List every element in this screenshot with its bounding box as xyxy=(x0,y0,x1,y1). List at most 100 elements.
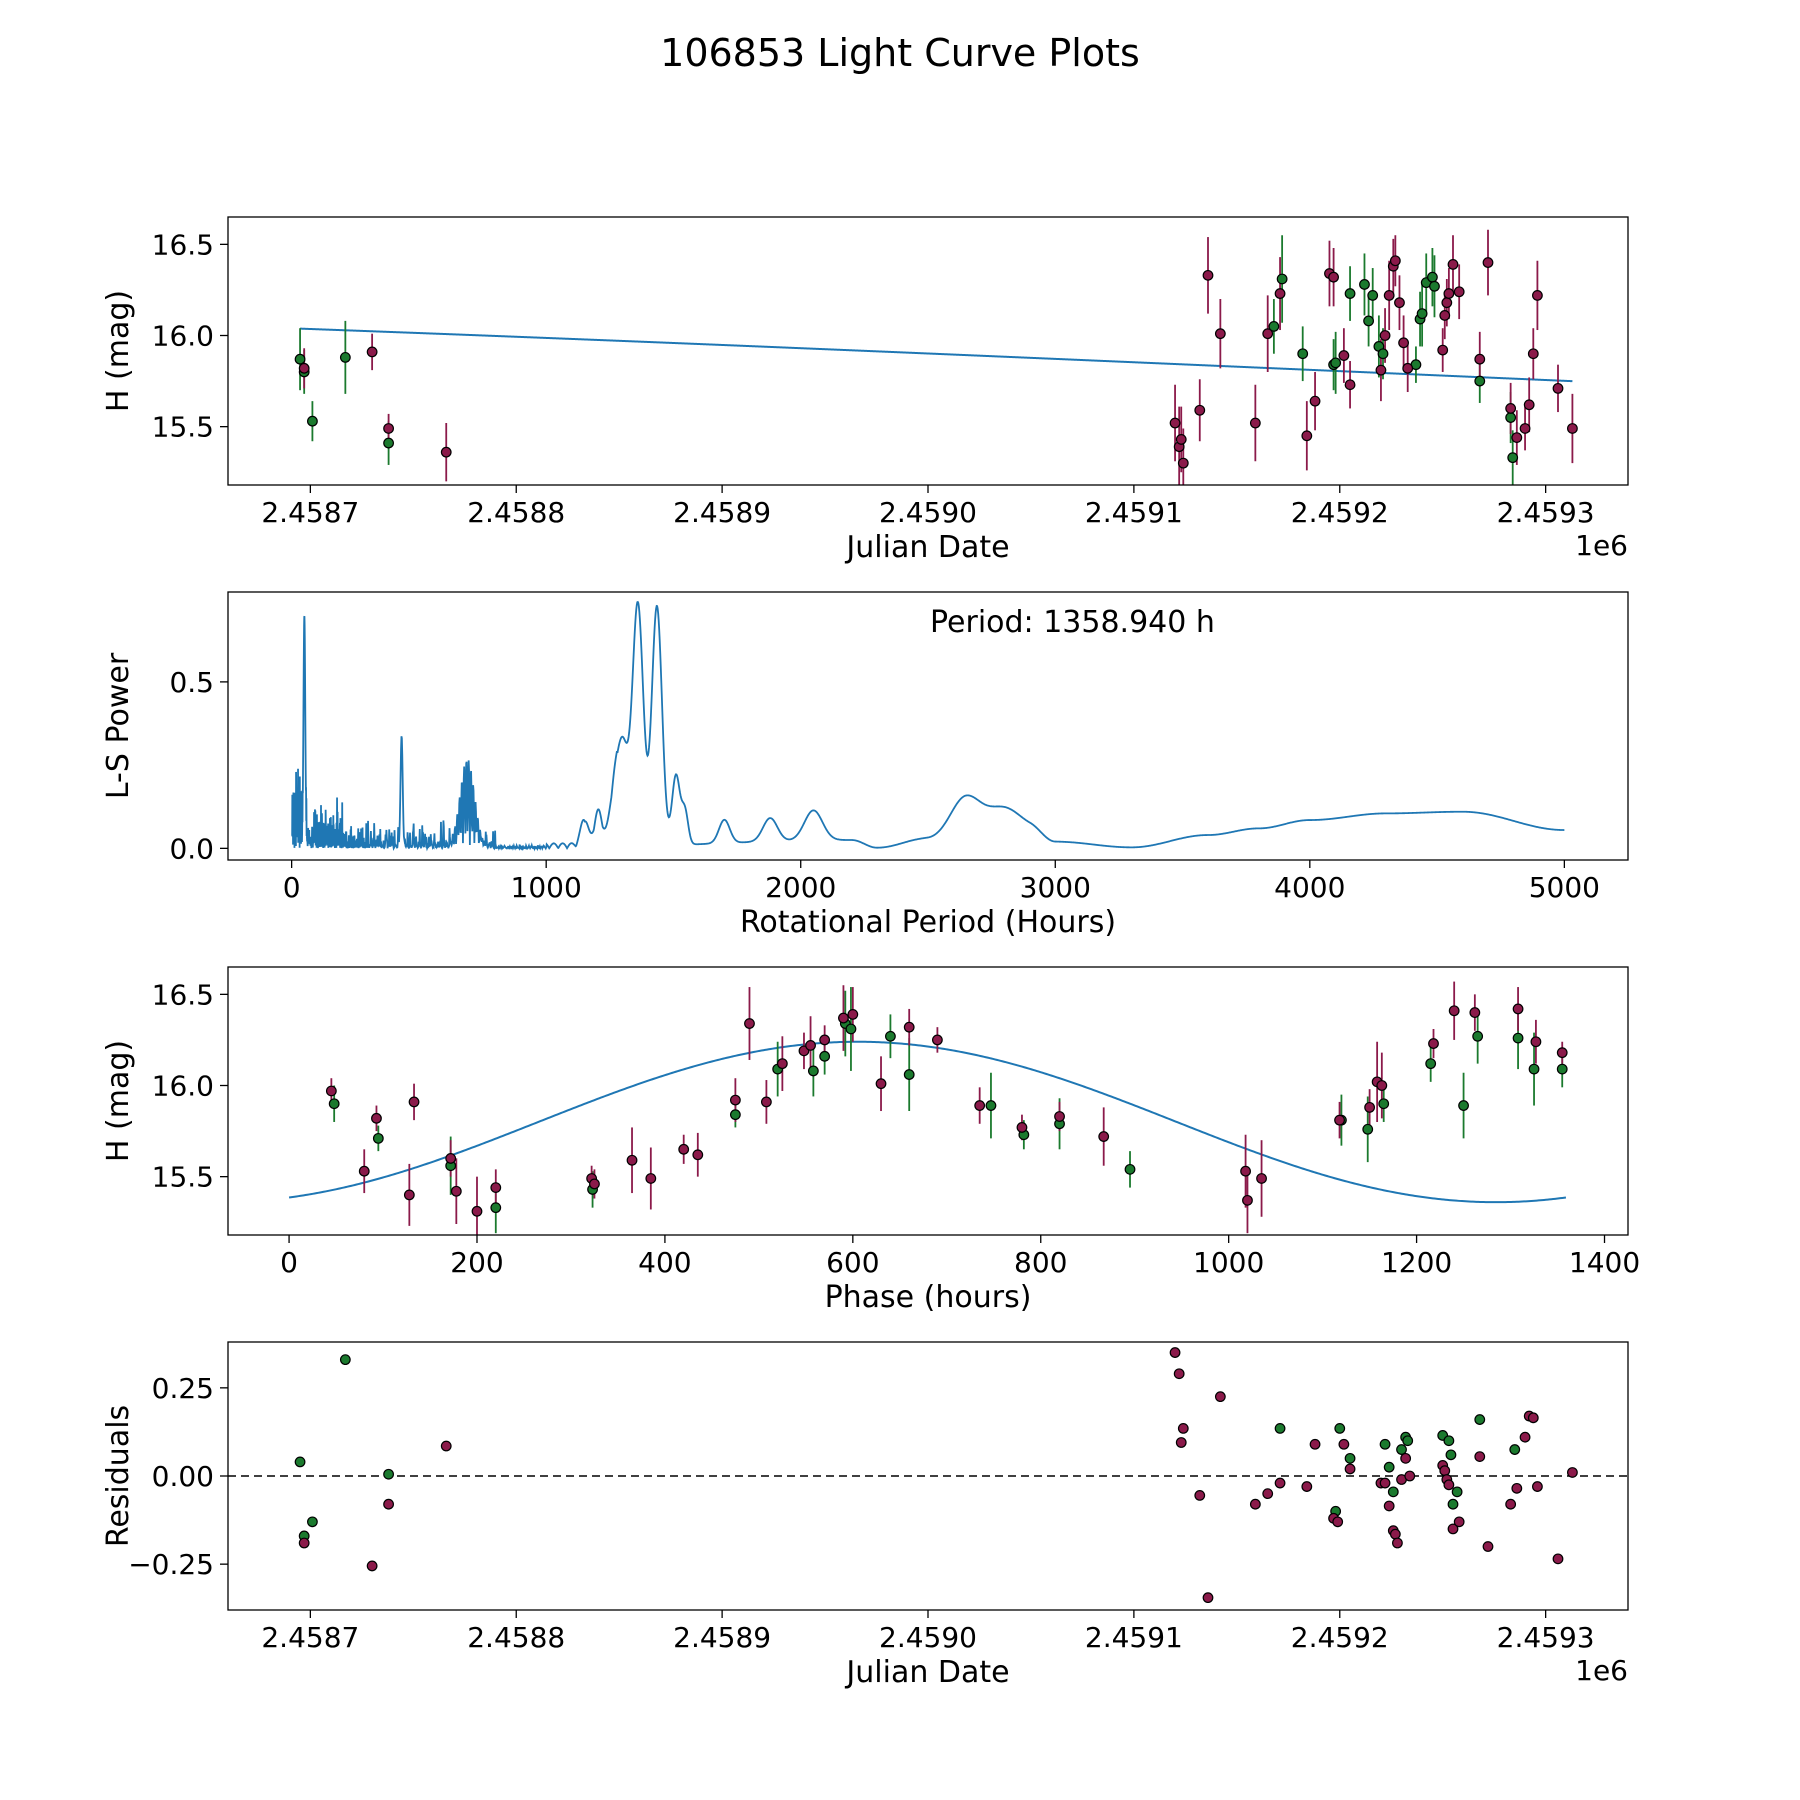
residual-point-r xyxy=(383,1498,394,1510)
residual-point-g xyxy=(307,1516,318,1528)
x-tick-label: 1000 xyxy=(511,871,582,904)
data-point-r xyxy=(1389,255,1401,267)
y-tick-label: 15.5 xyxy=(152,1161,214,1194)
x-tick-label: 2.4588 xyxy=(467,1621,565,1654)
data-point-r xyxy=(805,1039,816,1051)
model-curve xyxy=(288,1040,1567,1204)
y-tick-label: 15.5 xyxy=(152,411,214,444)
data-point-g xyxy=(1363,315,1374,327)
data-point-r xyxy=(371,1112,382,1124)
residual-point-r xyxy=(1439,1465,1451,1477)
data-point-r xyxy=(1512,1003,1524,1015)
data-point-r xyxy=(383,423,394,434)
x-tick-label: 600 xyxy=(826,1246,879,1279)
y-tick-label: 0.25 xyxy=(152,1372,214,1405)
data-point-r xyxy=(1511,432,1523,443)
residual-point-g xyxy=(1379,1438,1391,1450)
x-tick-label: 2.4589 xyxy=(673,496,771,529)
figure-title: 106853 Light Curve Plots xyxy=(660,31,1140,75)
y-tick-label: 16.0 xyxy=(152,1070,214,1103)
data-point-r xyxy=(875,1078,887,1090)
residual-point-g xyxy=(1383,1461,1395,1473)
data-point-r xyxy=(1214,328,1226,340)
data-point-r xyxy=(1376,1080,1388,1091)
x-tick-label: 2.4593 xyxy=(1497,496,1595,529)
data-point-r xyxy=(1364,1101,1376,1113)
data-point-r xyxy=(403,1189,415,1201)
x-tick-label: 3000 xyxy=(1020,871,1091,904)
y-axis-label: Residuals xyxy=(101,1405,136,1547)
x-axis-label: Phase (hours) xyxy=(825,1280,1032,1315)
data-point-g xyxy=(1362,1123,1374,1135)
data-point-r xyxy=(692,1149,704,1161)
x-axis-label: Julian Date xyxy=(844,530,1009,565)
data-point-g xyxy=(1416,308,1428,320)
residual-point-r xyxy=(1214,1391,1226,1403)
data-point-g xyxy=(383,437,394,449)
data-point-g xyxy=(1367,289,1379,301)
data-point-r xyxy=(931,1034,943,1046)
residual-point-g xyxy=(1445,1449,1457,1461)
residual-point-g xyxy=(1443,1435,1455,1447)
residual-point-r xyxy=(1389,1528,1401,1540)
data-point-r xyxy=(1262,328,1274,340)
data-point-g xyxy=(845,1023,857,1035)
x-tick-label: 2.4589 xyxy=(673,1621,771,1654)
data-point-r xyxy=(1175,434,1187,445)
residual-point-g xyxy=(1396,1444,1407,1455)
residual-point-g xyxy=(1344,1452,1356,1464)
data-point-r xyxy=(838,1012,849,1024)
data-point-r xyxy=(1532,289,1543,301)
data-point-r xyxy=(819,1034,831,1046)
residual-point-r xyxy=(1169,1347,1181,1358)
data-point-r xyxy=(1474,353,1486,365)
x-tick-label: 2.4587 xyxy=(261,496,359,529)
x-axis-label: Rotational Period (Hours) xyxy=(740,905,1116,940)
residual-point-g xyxy=(1451,1486,1463,1498)
residual-point-g xyxy=(1447,1498,1459,1510)
data-point-g xyxy=(307,415,318,427)
residual-point-r xyxy=(1249,1498,1261,1510)
data-point-r xyxy=(1527,348,1539,360)
axes-frame xyxy=(227,1341,1629,1611)
y-tick-label: 16.5 xyxy=(152,228,214,261)
data-point-r xyxy=(1453,286,1465,298)
x-tick-label: 0 xyxy=(280,1246,298,1279)
x-tick-label: 2.4592 xyxy=(1291,496,1389,529)
residual-point-g xyxy=(1334,1422,1346,1434)
plot-area xyxy=(294,229,1578,485)
residual-point-r xyxy=(1332,1516,1344,1528)
x-axis-label: Julian Date xyxy=(844,1655,1009,1690)
data-point-g xyxy=(1378,1098,1390,1110)
residual-point-r xyxy=(1527,1412,1539,1424)
data-point-r xyxy=(1328,271,1339,283)
residual-point-r xyxy=(1274,1477,1286,1489)
data-point-g xyxy=(1297,348,1309,360)
data-point-r xyxy=(1274,288,1286,299)
x-tick-label: 1400 xyxy=(1569,1246,1640,1279)
data-point-r xyxy=(1249,417,1261,429)
data-point-r xyxy=(366,346,378,358)
residual-point-r xyxy=(1301,1481,1313,1492)
data-point-g xyxy=(1427,271,1438,283)
data-point-g xyxy=(819,1050,831,1062)
period-annotation: Period: 1358.940 h xyxy=(930,605,1215,640)
axes-frame xyxy=(227,591,1629,861)
data-point-r xyxy=(490,1182,502,1193)
data-point-r xyxy=(1398,337,1409,349)
residual-point-r xyxy=(1474,1451,1486,1463)
residual-point-r xyxy=(1392,1537,1403,1549)
residual-point-g xyxy=(339,1354,351,1366)
y-axis-label: H (mag) xyxy=(101,290,136,412)
data-point-r xyxy=(645,1173,657,1184)
data-point-g xyxy=(1458,1100,1469,1111)
data-point-r xyxy=(678,1143,690,1155)
x-tick-label: 5000 xyxy=(1529,871,1600,904)
residual-point-g xyxy=(294,1456,306,1468)
residual-point-r xyxy=(1262,1488,1274,1500)
residual-point-r xyxy=(1482,1541,1494,1552)
residual-point-r xyxy=(1173,1368,1185,1380)
x-tick-label: 800 xyxy=(1014,1246,1067,1279)
residual-point-r xyxy=(1400,1452,1412,1464)
x-tick-label: 2000 xyxy=(765,871,836,904)
